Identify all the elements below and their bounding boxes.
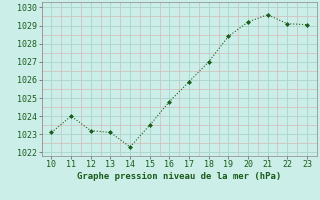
X-axis label: Graphe pression niveau de la mer (hPa): Graphe pression niveau de la mer (hPa) [77, 172, 281, 181]
